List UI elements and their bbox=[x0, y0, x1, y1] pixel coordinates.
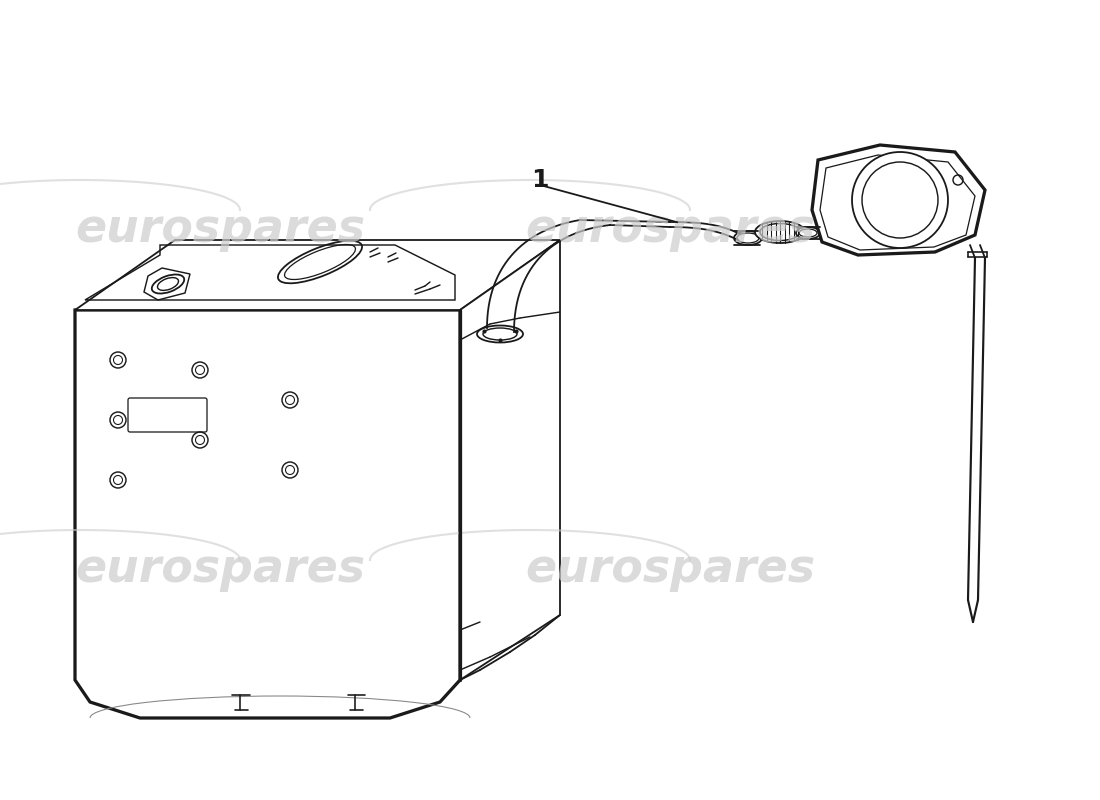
Ellipse shape bbox=[755, 221, 805, 243]
Circle shape bbox=[852, 152, 948, 248]
Text: 1: 1 bbox=[531, 168, 549, 192]
Polygon shape bbox=[75, 240, 560, 310]
Polygon shape bbox=[460, 240, 560, 680]
Polygon shape bbox=[75, 310, 460, 718]
Text: eurospares: eurospares bbox=[525, 207, 815, 253]
Ellipse shape bbox=[477, 326, 522, 342]
Ellipse shape bbox=[796, 227, 820, 239]
Text: eurospares: eurospares bbox=[75, 547, 365, 593]
Polygon shape bbox=[812, 145, 984, 255]
Ellipse shape bbox=[152, 274, 184, 294]
Ellipse shape bbox=[734, 231, 762, 245]
Text: eurospares: eurospares bbox=[525, 547, 815, 593]
Text: eurospares: eurospares bbox=[75, 207, 365, 253]
